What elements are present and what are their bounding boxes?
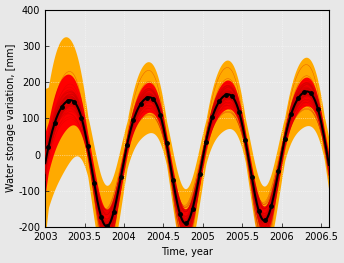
- Y-axis label: Water storage variation, [mm]: Water storage variation, [mm]: [6, 44, 15, 193]
- X-axis label: Time, year: Time, year: [161, 247, 213, 257]
